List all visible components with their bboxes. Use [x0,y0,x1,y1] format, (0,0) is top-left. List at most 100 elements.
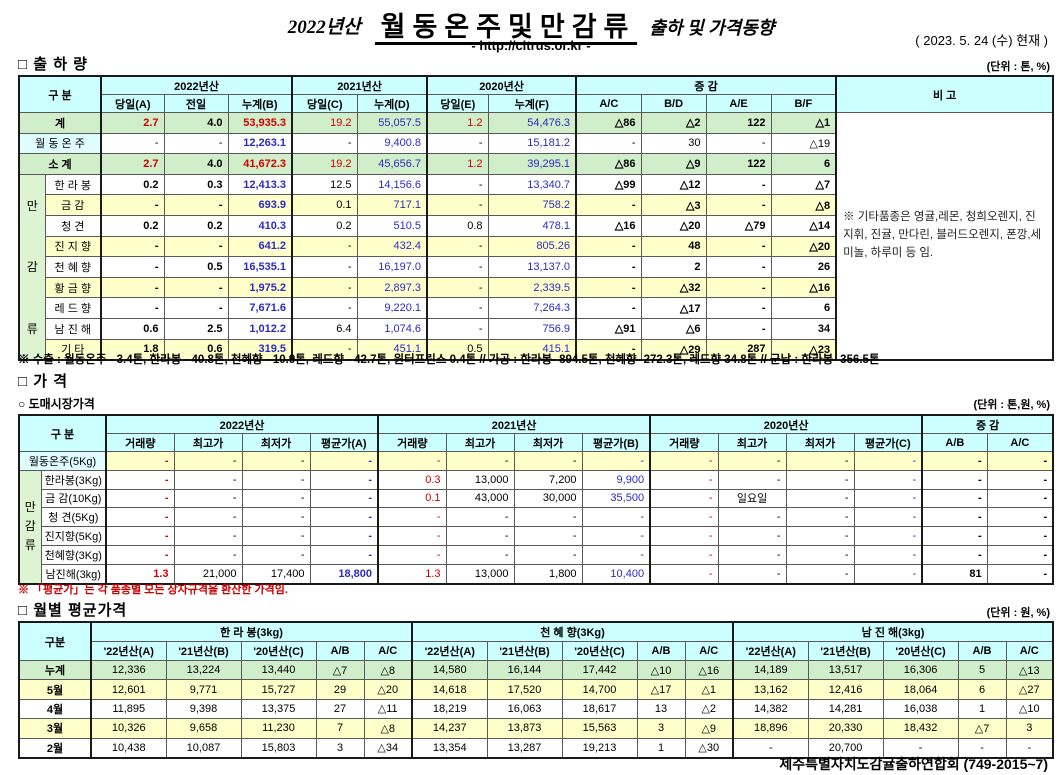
col-header: 최고가 [173,433,243,452]
data-cell: 9,220.1 [356,297,428,319]
data-cell: △8 [363,659,413,681]
data-cell: △11 [363,698,413,720]
data-cell: - [291,276,358,299]
col-header: 누계(B) [227,94,293,113]
as-of-date: ( 2023. 5. 24 (수) 현재 ) [915,33,1048,48]
monthly-avg-price-table: 구분 한 라 봉(3kg) 천 혜 향(3Kg) 남 진 해(3kg) '22년산(A)… [18,621,1055,759]
data-cell: 10,326 [90,718,167,739]
data-cell: 9,400.8 [356,132,428,155]
col-header: A/E [705,94,772,113]
data-cell: 0.5 [426,338,489,361]
data-cell: - [100,297,165,319]
data-cell: - [581,526,651,546]
data-cell: 45,656.7 [356,153,428,175]
data-cell: △20 [640,214,707,237]
data-cell: - [1005,737,1054,759]
data-cell: △3 [640,194,707,216]
data-cell: - [377,451,447,471]
data-cell: 2,339.5 [487,276,577,299]
col-header: B/F [770,94,837,113]
data-cell: 13,873 [486,718,563,739]
data-cell: - [921,488,988,509]
col-header: 평균가(A) [309,433,379,452]
data-cell: 9,658 [165,718,242,739]
data-cell: 19.2 [291,112,358,134]
data-cell: - [513,451,583,471]
data-cell: 12,416 [807,679,884,700]
data-cell: 15,563 [561,718,638,739]
data-cell: - [445,451,515,471]
data-cell: - [100,194,165,216]
data-cell: 7 [315,718,365,739]
col-header: 최저가 [785,433,855,452]
data-cell: 17,400 [241,563,311,585]
data-cell: - [705,276,772,299]
data-cell: 0.1 [377,488,447,509]
data-cell: - [853,507,923,528]
row-label: 청 견 [44,214,102,237]
data-cell: 3 [315,737,365,759]
data-cell: - [717,544,787,565]
data-cell: - [581,451,651,471]
row-label: 청 견(5Kg) [40,507,107,528]
data-cell: - [649,544,719,565]
data-cell: - [291,256,358,278]
data-cell: - [882,737,959,759]
col-group-header: 2021년산 [291,75,428,95]
data-cell: - [575,297,642,319]
data-cell: - [785,526,855,546]
data-cell: - [705,235,772,258]
data-cell: 16,306 [882,659,959,681]
data-cell: △29 [640,338,707,361]
row-label: 월동온주(5Kg) [18,451,107,471]
col-header: A/B [315,641,365,661]
data-cell: - [291,235,358,258]
data-cell: - [986,526,1054,546]
data-cell: - [309,488,379,509]
data-cell: - [986,451,1054,471]
data-cell: - [377,507,447,528]
publisher-footer: 제주특별자치도감귤출하연합회 (749-2015~7) [779,756,1048,772]
data-cell: - [986,488,1054,509]
col-header: 당일(E) [426,94,489,113]
wholesale-price-subtitle: ○ 도매시장가격 [18,397,95,411]
data-cell: - [163,194,229,216]
data-cell: 9,398 [165,698,242,720]
data-cell: - [173,488,243,509]
col-header: 최저가 [513,433,583,452]
data-cell: 0.5 [163,256,229,278]
data-cell: 13,440 [240,659,317,681]
data-cell: 0.6 [100,317,165,340]
data-cell: △30 [684,737,734,759]
data-cell: - [309,544,379,565]
data-cell: 758.2 [487,194,577,216]
side-group-char: 류 [26,321,38,336]
data-cell: 12,601 [90,679,167,700]
data-cell: △9 [640,153,707,175]
price-section-title: □ 가 격 [18,373,68,390]
data-cell: - [445,544,515,565]
data-cell: 1.3 [377,563,447,585]
data-cell: 17,520 [486,679,563,700]
data-cell: - [575,338,642,361]
data-cell: 6 [957,679,1007,700]
data-cell: - [785,451,855,471]
data-cell: △1 [684,679,734,700]
col-header: '21년산(B) [165,641,242,661]
data-cell: 43,000 [445,488,515,509]
row-label: 금 감(10Kg) [40,488,107,509]
data-cell: - [732,737,809,759]
data-cell: - [649,526,719,546]
col-group-header: 한 라 봉(3kg) [90,621,413,642]
data-cell: - [717,469,787,490]
data-cell: - [173,526,243,546]
col-header: '22년산(A) [411,641,488,661]
data-cell: 9,900 [581,469,651,490]
data-cell: 48 [640,235,707,258]
data-cell: - [581,544,651,565]
data-cell: 18,617 [561,698,638,720]
data-cell: 13,162 [732,679,809,700]
data-cell: 1.8 [100,338,165,361]
data-cell: - [575,235,642,258]
